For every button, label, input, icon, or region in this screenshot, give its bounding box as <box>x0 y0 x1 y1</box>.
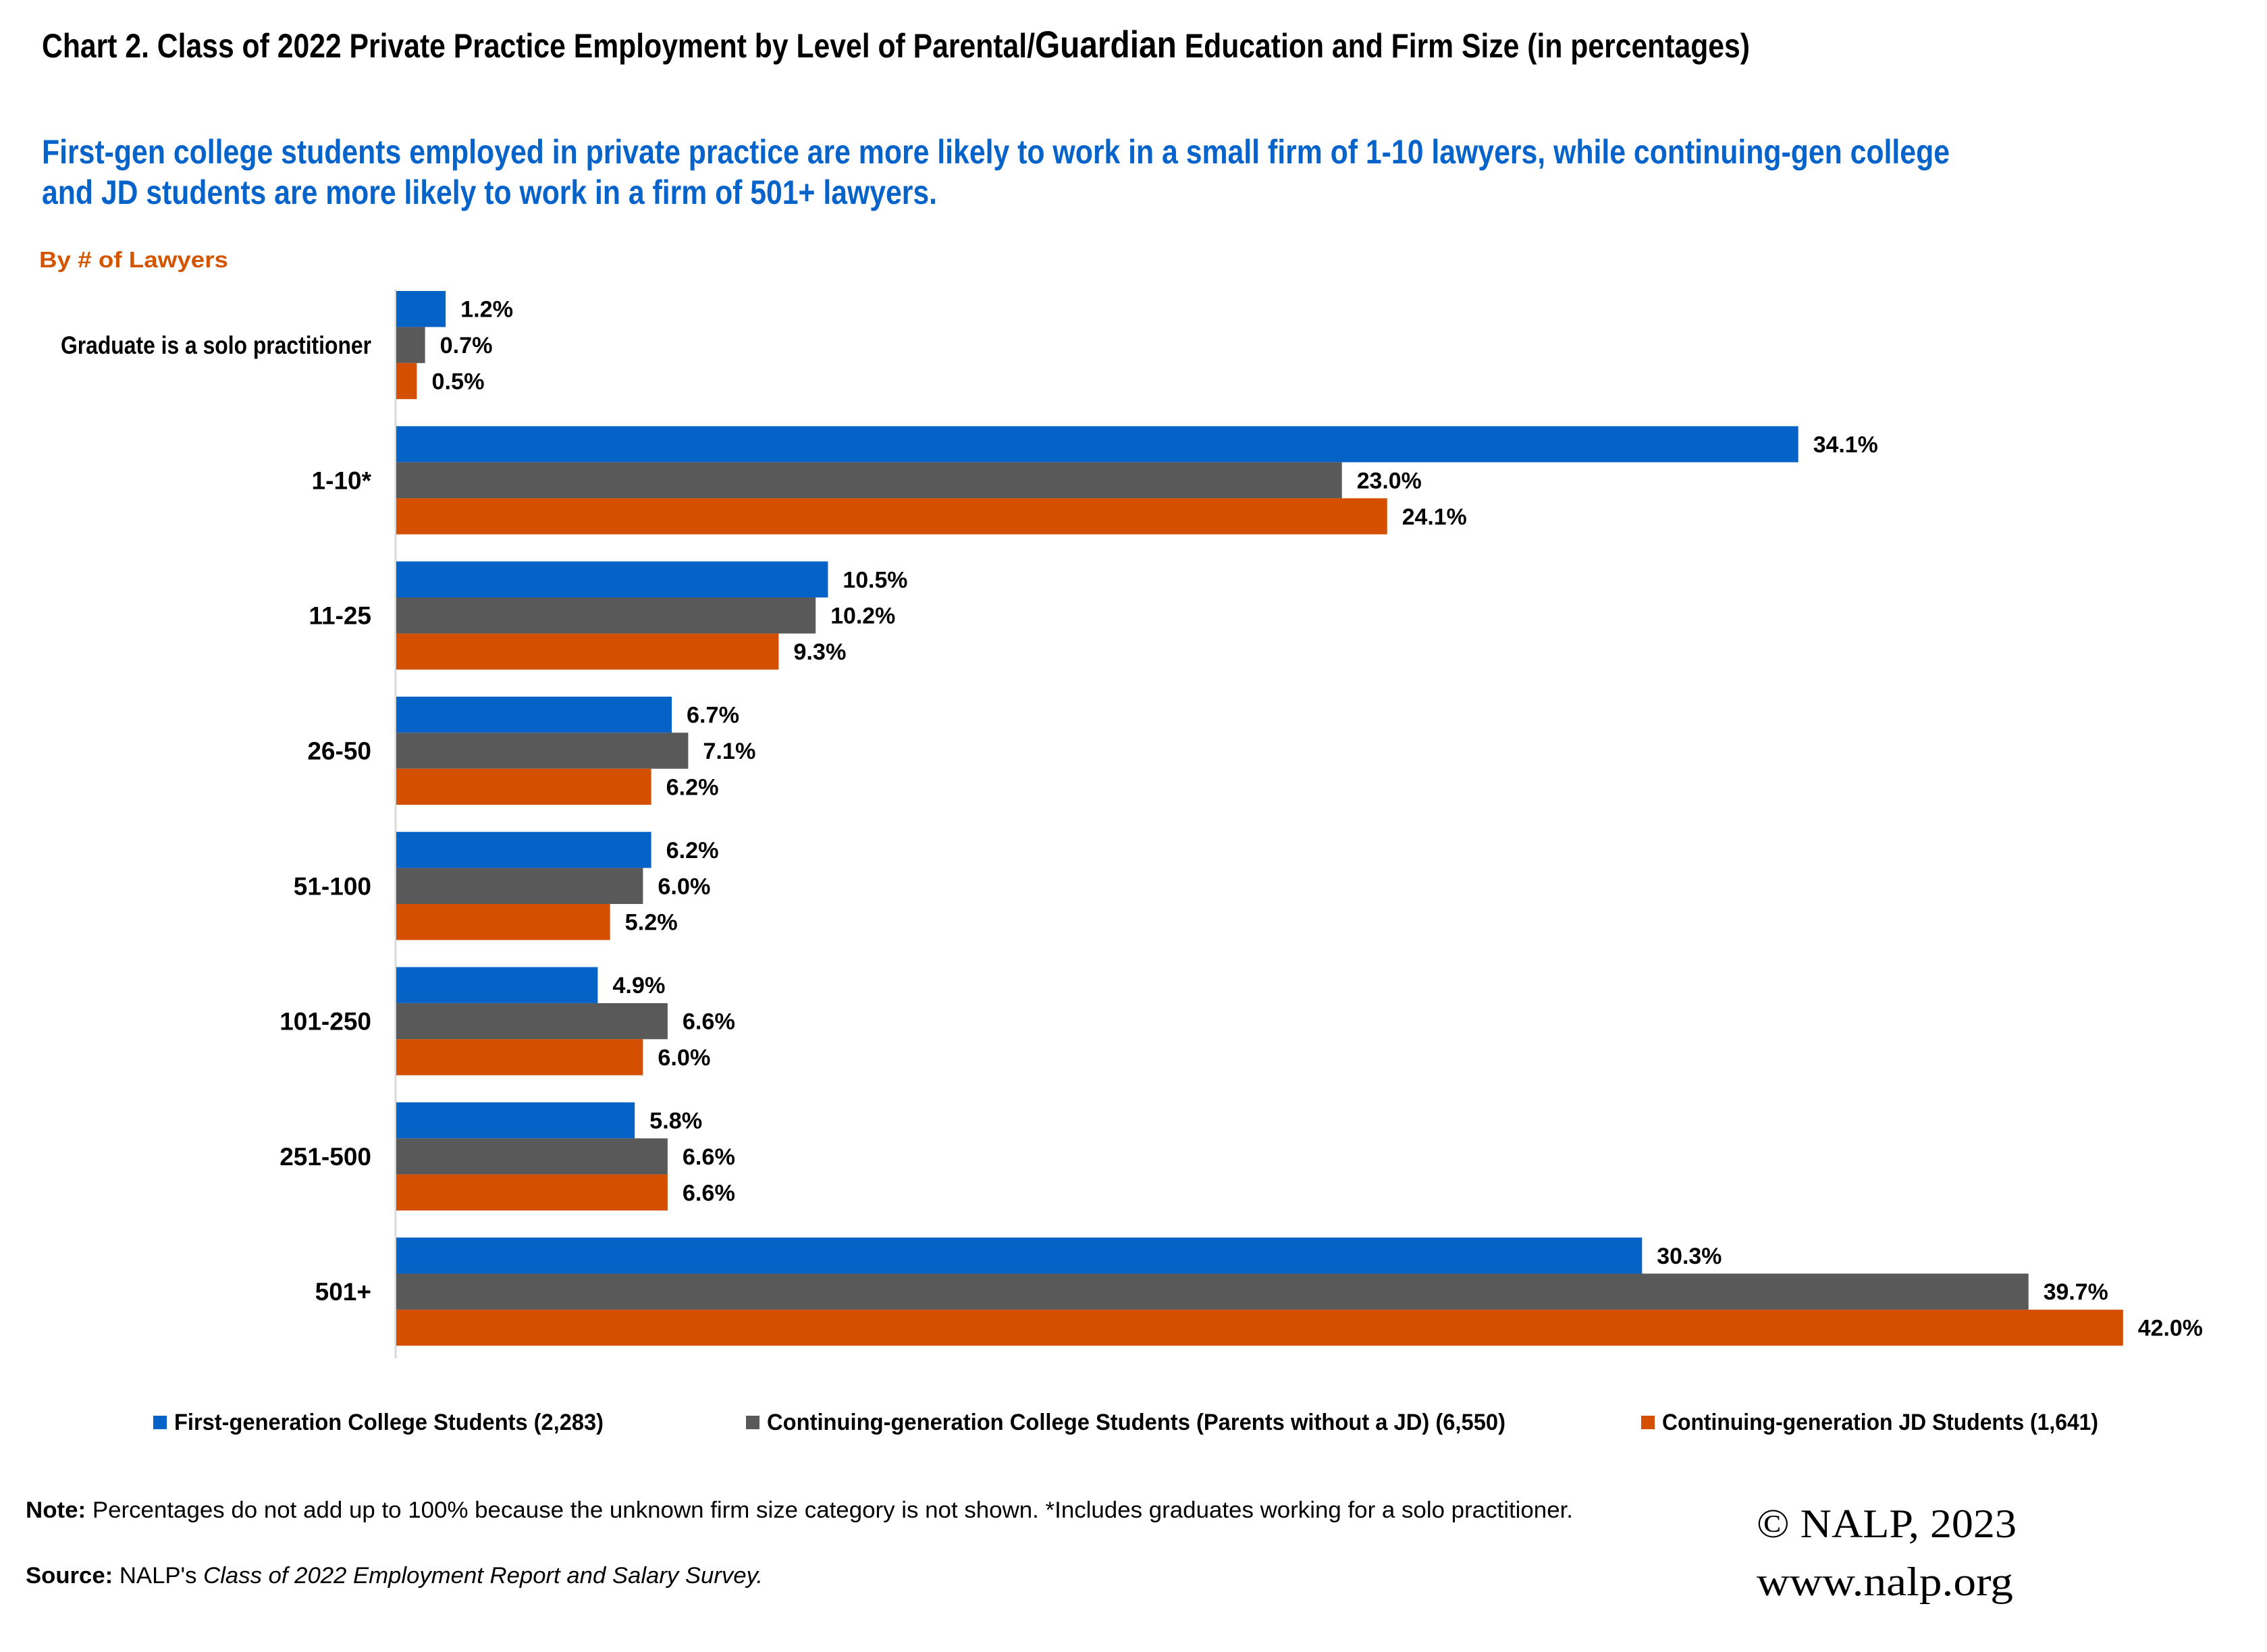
value-label-continuing-jd-251-500: 6.6% <box>683 1180 735 1206</box>
value-label-continuing-college-26-50: 7.1% <box>703 739 755 764</box>
category-labels: Graduate is a solo practitioner 1-10* 11-2… <box>61 331 372 1306</box>
bar-continuing-jd-101-250 <box>396 1039 643 1075</box>
value-label-continuing-jd-graduate-is-a-solo-practitioner: 0.5% <box>432 369 485 395</box>
value-label-continuing-college-251-500: 6.6% <box>683 1144 735 1170</box>
note-text: Note: Percentages do not add up to 100% … <box>26 1497 1573 1523</box>
bar-continuing-college-251-500 <box>396 1138 668 1175</box>
bar-first-gen-251-500 <box>396 1102 635 1139</box>
value-label-continuing-college-501: 39.7% <box>2044 1279 2108 1305</box>
legend-label-continuing-college: Continuing-generation College Students (… <box>767 1410 1505 1435</box>
bar-first-gen-501 <box>396 1237 1643 1274</box>
value-label-first-gen-51-100: 6.2% <box>666 838 719 863</box>
legend-swatch-continuing-college <box>746 1416 759 1429</box>
bar-continuing-college-501 <box>396 1273 2029 1310</box>
bar-continuing-college-1-10 <box>396 462 1342 499</box>
category-label-1-10: 1-10* <box>312 467 372 494</box>
note-label: Note: <box>26 1497 86 1523</box>
legend-label-continuing-jd: Continuing-generation JD Students (1,641… <box>1662 1410 2098 1435</box>
bar-first-gen-26-50 <box>396 696 672 733</box>
value-label-first-gen-1-10: 34.1% <box>1813 432 1878 458</box>
bar-first-gen-1-10 <box>396 426 1798 462</box>
source-body: NALP's <box>113 1563 203 1589</box>
bar-first-gen-51-100 <box>396 832 651 868</box>
category-label-501: 501+ <box>315 1278 371 1306</box>
y-axis-heading: By # of Lawyers <box>39 247 228 272</box>
value-labels: 1.2% 0.7% 0.5% 34.1% 23.0% 24.1% 10.5% 10.2% 9.3… <box>432 297 2203 1341</box>
bar-continuing-jd-11-25 <box>396 633 779 670</box>
bars-group <box>396 291 2123 1346</box>
value-label-first-gen-501: 30.3% <box>1657 1244 1722 1269</box>
value-label-continuing-college-11-25: 10.2% <box>830 604 895 629</box>
note-body: Percentages do not add up to 100% becaus… <box>86 1497 1573 1523</box>
chart-title: Chart 2. Class of 2022 Private Practice … <box>42 23 1750 65</box>
legend-item-continuing-college: Continuing-generation College Students (… <box>746 1410 1505 1435</box>
legend-label-first-gen: First-generation College Students (2,283… <box>174 1410 604 1435</box>
source-report-title: Class of 2022 Employment Report and Sala… <box>203 1563 763 1589</box>
bar-first-gen-101-250 <box>396 967 598 1003</box>
value-label-continuing-college-graduate-is-a-solo-practitioner: 0.7% <box>440 333 493 358</box>
bar-first-gen-11-25 <box>396 561 828 597</box>
value-label-first-gen-11-25: 10.5% <box>843 567 907 593</box>
bar-continuing-jd-51-100 <box>396 904 610 940</box>
bar-continuing-college-graduate-is-a-solo-practitioner <box>396 327 425 363</box>
copyright-text: © NALP, 2023 <box>1757 1501 2017 1546</box>
value-label-first-gen-251-500: 5.8% <box>649 1109 702 1134</box>
chart-title-part1: Chart 2. Class of 2022 Private Practice … <box>42 27 1035 65</box>
value-label-continuing-jd-26-50: 6.2% <box>666 774 719 800</box>
bar-continuing-jd-1-10 <box>396 498 1387 535</box>
chart-title-part2: Guardian <box>1035 23 1177 65</box>
value-label-continuing-college-51-100: 6.0% <box>658 874 710 899</box>
source-text: Source: NALP's Class of 2022 Employment … <box>26 1563 763 1589</box>
bar-continuing-jd-251-500 <box>396 1174 668 1210</box>
legend: First-generation College Students (2,283… <box>153 1410 2098 1435</box>
value-label-continuing-jd-11-25: 9.3% <box>793 639 846 665</box>
bar-continuing-college-11-25 <box>396 597 816 634</box>
bar-first-gen-graduate-is-a-solo-practitioner <box>396 291 446 327</box>
chart-subtitle-line1: First-gen college students employed in p… <box>42 133 1950 171</box>
legend-item-continuing-jd: Continuing-generation JD Students (1,641… <box>1641 1410 2098 1435</box>
bar-continuing-jd-501 <box>396 1309 2123 1346</box>
legend-item-first-gen: First-generation College Students (2,283… <box>153 1410 604 1435</box>
chart-subtitle-line2: and JD students are more likely to work … <box>42 174 937 211</box>
value-label-continuing-college-1-10: 23.0% <box>1357 468 1422 494</box>
bar-continuing-college-26-50 <box>396 732 689 769</box>
bar-continuing-college-101-250 <box>396 1003 668 1040</box>
value-label-continuing-college-101-250: 6.6% <box>683 1009 735 1035</box>
bar-continuing-college-51-100 <box>396 868 643 904</box>
legend-swatch-first-gen <box>153 1416 167 1429</box>
value-label-continuing-jd-501: 42.0% <box>2138 1316 2203 1341</box>
category-label-51-100: 51-100 <box>294 872 371 900</box>
category-label-graduate-is-a-solo-practitioner: Graduate is a solo practitioner <box>61 331 371 359</box>
chart-title-part3: Education and Firm Size (in percentages) <box>1177 27 1750 65</box>
source-label: Source: <box>26 1563 113 1589</box>
value-label-first-gen-101-250: 4.9% <box>612 973 665 998</box>
category-label-11-25: 11-25 <box>309 602 371 630</box>
bar-continuing-jd-26-50 <box>396 768 651 805</box>
value-label-continuing-jd-101-250: 6.0% <box>658 1045 710 1071</box>
value-label-first-gen-26-50: 6.7% <box>687 703 739 728</box>
legend-swatch-continuing-jd <box>1641 1416 1655 1429</box>
value-label-first-gen-graduate-is-a-solo-practitioner: 1.2% <box>460 297 513 323</box>
value-label-continuing-jd-51-100: 5.2% <box>625 910 678 936</box>
value-label-continuing-jd-1-10: 24.1% <box>1402 504 1467 530</box>
bar-continuing-jd-graduate-is-a-solo-practitioner <box>396 363 417 400</box>
category-label-251-500: 251-500 <box>279 1143 371 1171</box>
category-label-101-250: 101-250 <box>279 1008 371 1036</box>
category-label-26-50: 26-50 <box>307 737 371 765</box>
website-link[interactable]: www.nalp.org <box>1757 1560 2013 1604</box>
